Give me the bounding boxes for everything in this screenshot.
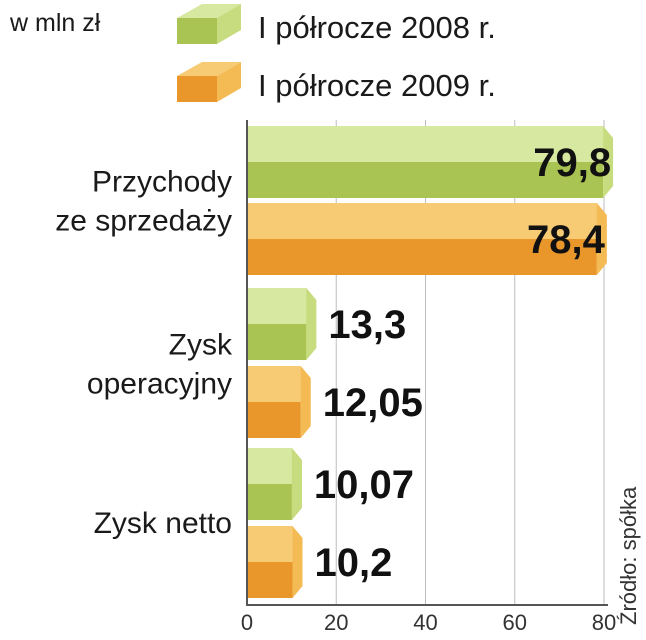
x-tick-label: 20 (324, 610, 348, 635)
category-labels: Przychody ze sprzedaży Zysk operacyjny Zysk … (55, 166, 233, 541)
x-tick-label: 40 (413, 610, 437, 635)
legend-label: I półrocze 2009 r. (258, 68, 496, 103)
cube-front (177, 76, 217, 102)
legend-swatch-2008 (177, 4, 241, 44)
value-label: 13,3 (328, 303, 406, 347)
value-label: 79,8 (533, 141, 611, 185)
bar-2008-3 (247, 448, 302, 520)
bar-highlight (247, 448, 292, 484)
cube-top (177, 4, 241, 18)
category-label: Przychody (92, 166, 232, 199)
value-label: 78,4 (527, 218, 606, 262)
unit-label: w mln zł (9, 9, 101, 37)
category-label: ze sprzedaży (55, 205, 232, 238)
bars: 79,8 78,4 13,3 12,05 10,07 10,2 (247, 126, 614, 598)
bar-tip (603, 126, 614, 198)
bar-highlight (247, 366, 301, 402)
x-tick-label: 0 (241, 610, 253, 635)
bar-tip (596, 203, 607, 275)
bar-tip (291, 448, 302, 520)
bar-2009-2 (247, 366, 311, 438)
bar-highlight (247, 126, 604, 162)
bar-2008-1 (247, 126, 614, 198)
value-label: 12,05 (323, 381, 423, 425)
bar-highlight (247, 526, 293, 562)
category-label: Zysk (169, 329, 233, 362)
bar-2009-3 (247, 526, 303, 598)
x-tick-label: 60 (503, 610, 527, 635)
legend: I półrocze 2008 r. I półrocze 2009 r. (177, 4, 496, 103)
category-label: Zysk netto (94, 507, 232, 540)
legend-swatch-2009 (177, 62, 241, 102)
bar-2008-2 (247, 288, 317, 360)
x-tick-label: 80 (592, 610, 616, 635)
cube-top (177, 62, 241, 76)
legend-label: I półrocze 2008 r. (258, 10, 496, 45)
value-label: 10,07 (314, 463, 414, 507)
bar-highlight (247, 288, 307, 324)
cube-side (217, 4, 241, 44)
bar-tip (292, 526, 303, 598)
category-label: operacyjny (87, 368, 232, 401)
source-label: Źródło: spółka (616, 486, 641, 625)
cube-side (217, 62, 241, 102)
bar-tip (300, 366, 311, 438)
cube-front (177, 18, 217, 44)
bar-2009-1 (247, 203, 607, 275)
x-axis: 0 20 40 60 80 (241, 120, 616, 635)
value-label: 10,2 (315, 541, 393, 585)
gridlines (335, 120, 605, 604)
bar-highlight (247, 203, 597, 239)
bar-tip (306, 288, 317, 360)
